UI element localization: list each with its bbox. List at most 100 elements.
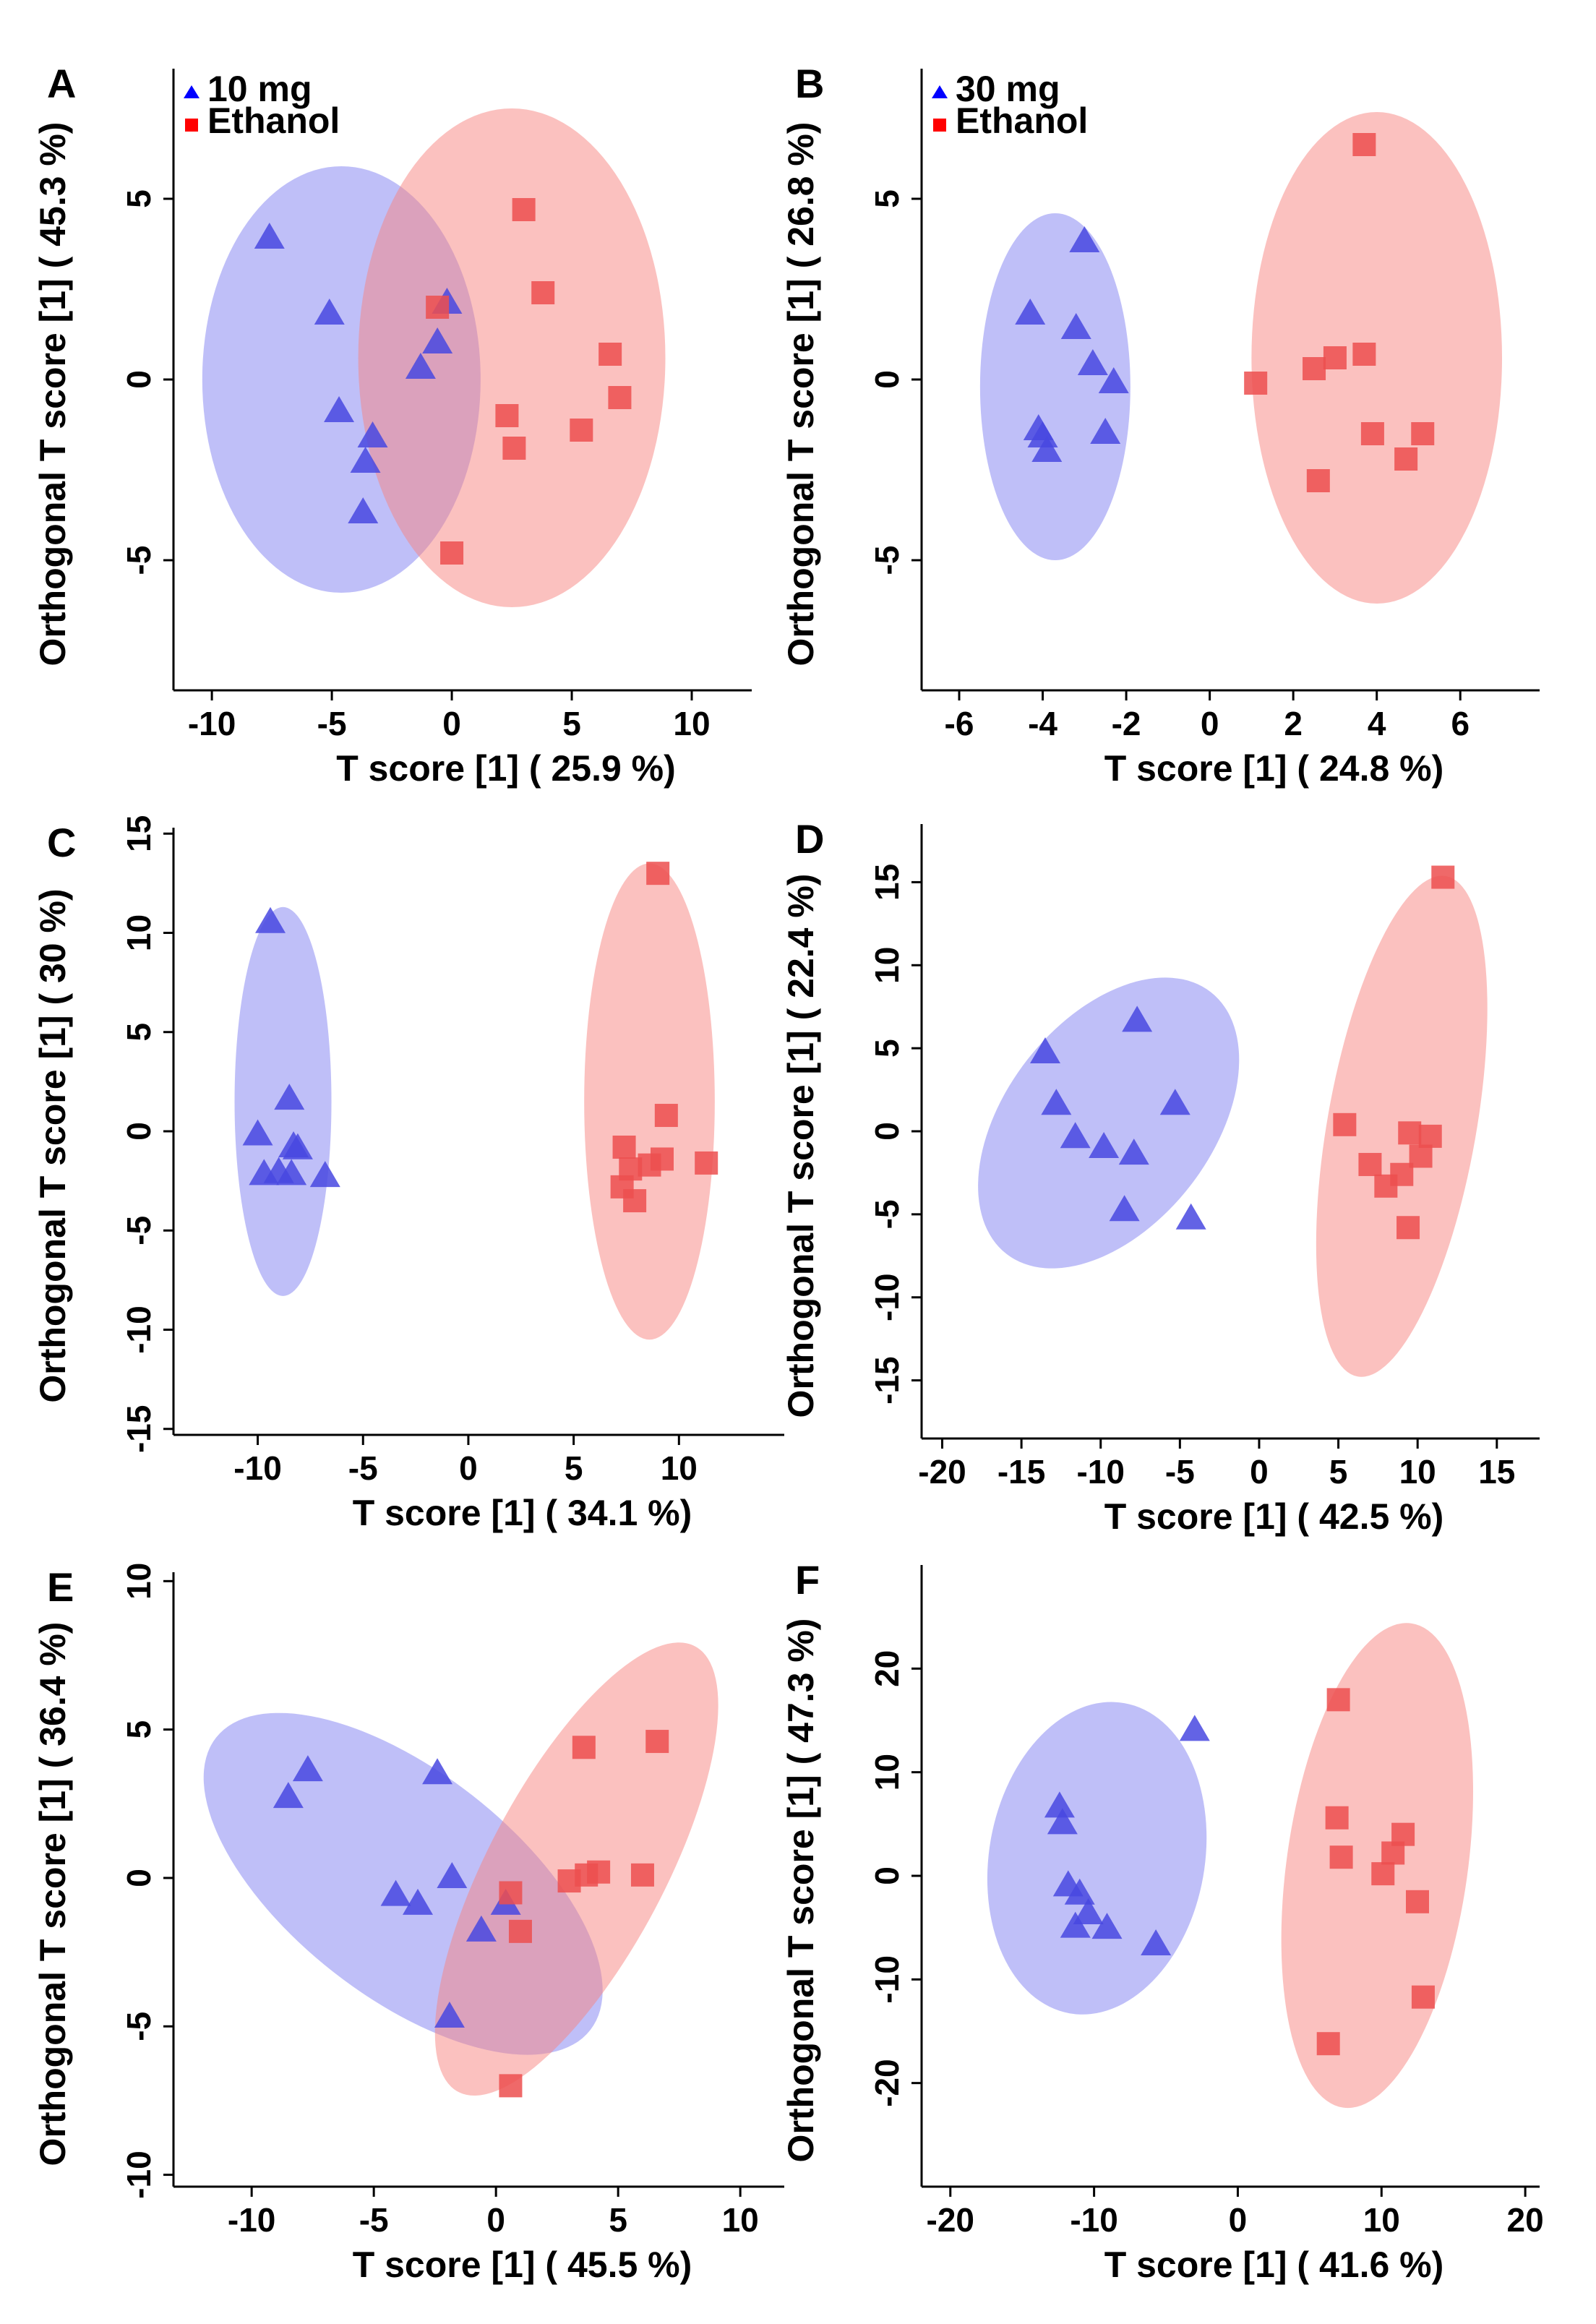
panel-letter: C: [47, 820, 76, 865]
data-point-triangle: [350, 447, 381, 473]
data-point-triangle: [1031, 436, 1063, 462]
data-point-triangle: [314, 299, 345, 325]
y-tick-label: -15: [868, 1356, 906, 1404]
y-axis-title: Orthogonal T score [1] ( 26.8 %): [781, 122, 821, 666]
panel-letter: A: [47, 61, 76, 106]
x-axis-title: T score [1] ( 41.6 %): [1104, 2244, 1444, 2285]
data-point-square: [654, 1104, 678, 1128]
x-tick-label: 6: [1451, 705, 1470, 742]
confidence-ellipse-blue: [979, 213, 1130, 560]
data-point-square: [502, 437, 526, 460]
y-tick-label: 10: [868, 1754, 906, 1791]
data-point-triangle: [1060, 1911, 1091, 1938]
y-tick-label: -10: [868, 1273, 906, 1321]
data-point-square: [1411, 422, 1435, 445]
data-point-square: [508, 1919, 532, 1943]
data-point-triangle: [1041, 1089, 1072, 1115]
x-axis-title: T score [1] ( 34.1 %): [353, 1493, 692, 1533]
data-point-triangle: [254, 223, 285, 249]
data-point-triangle: [1122, 1006, 1153, 1032]
data-point-square: [531, 281, 555, 304]
legend-label: 30 mg: [956, 69, 1060, 109]
x-tick-label: 10: [673, 705, 710, 742]
x-tick-label: 5: [565, 1449, 583, 1487]
x-tick-label: -15: [998, 1453, 1045, 1491]
data-point-square: [1303, 357, 1326, 380]
y-tick-label: -15: [120, 1405, 158, 1453]
data-point-square: [1352, 343, 1376, 366]
data-point-square: [1358, 1152, 1382, 1176]
data-point-triangle: [1060, 313, 1091, 339]
y-tick-label: -10: [868, 1955, 906, 2003]
y-tick-label: -20: [868, 2059, 906, 2106]
x-tick-label: -5: [1165, 1453, 1195, 1491]
x-tick-label: 0: [1229, 2201, 1248, 2239]
panel-b: -6 -4 -2 0 2 4 6 -5 0 5 T score [1] ( 24.8 %) Ortho…: [781, 61, 1540, 789]
x-tick-label: -20: [927, 2201, 974, 2239]
legend-marker-square: [933, 119, 946, 132]
data-point-square: [495, 404, 519, 427]
data-point-square: [1431, 865, 1455, 889]
legend-label: Ethanol: [207, 100, 340, 141]
data-point-square: [1394, 447, 1418, 471]
confidence-ellipse-red: [1251, 112, 1503, 604]
x-tick-label: -10: [1070, 2201, 1117, 2239]
data-point-square: [1325, 1806, 1349, 1830]
x-tick-label: 15: [1478, 1453, 1515, 1491]
data-point-square: [1381, 1841, 1405, 1865]
data-point-triangle: [1118, 1139, 1149, 1165]
data-point-triangle: [403, 1888, 433, 1915]
x-tick-label: 0: [486, 2201, 505, 2239]
data-point-square: [1374, 1174, 1398, 1198]
x-axis-title: T score [1] ( 42.5 %): [1104, 1496, 1444, 1537]
data-point-square: [1405, 1890, 1429, 1913]
data-point-triangle: [437, 1861, 468, 1888]
data-point-triangle: [422, 1758, 453, 1785]
data-point-square: [1326, 1688, 1350, 1712]
x-tick-label: 5: [562, 705, 581, 742]
x-tick-label: 4: [1368, 705, 1386, 742]
y-axis-title: Orthogonal T score [1] ( 30 %): [33, 888, 73, 1402]
y-tick-label: 15: [120, 815, 158, 852]
data-point-triangle: [1175, 1203, 1206, 1230]
y-tick-label: 10: [120, 914, 158, 951]
x-tick-label: 0: [459, 1449, 478, 1487]
panel-letter: D: [795, 816, 824, 862]
data-point-square: [695, 1151, 718, 1175]
y-tick-label: 10: [120, 1563, 158, 1600]
data-point-square: [587, 1860, 611, 1884]
data-point-triangle: [1069, 226, 1100, 252]
data-point-square: [1396, 1216, 1420, 1240]
data-point-triangle: [1179, 1715, 1210, 1741]
data-point-triangle: [1159, 1089, 1190, 1115]
y-tick-label: 5: [120, 1720, 158, 1739]
y-tick-label: 0: [868, 1866, 906, 1885]
data-point-square: [499, 1881, 523, 1905]
data-point-triangle: [348, 497, 379, 523]
data-point-square: [512, 198, 536, 221]
data-point-triangle: [1091, 1913, 1123, 1939]
x-tick-label: 10: [1363, 2201, 1400, 2239]
confidence-ellipse-blue: [978, 977, 1240, 1269]
data-point-square: [1360, 422, 1384, 445]
data-point-triangle: [324, 396, 355, 422]
y-tick-label: -10: [120, 2151, 158, 2198]
x-axis-title: T score [1] ( 25.9 %): [336, 748, 676, 789]
data-point-square: [1316, 2032, 1340, 2056]
data-point-triangle: [466, 1915, 497, 1942]
x-tick-label: -10: [228, 2201, 275, 2239]
data-point-triangle: [292, 1755, 323, 1782]
data-point-square: [499, 2074, 523, 2098]
data-point-triangle: [1060, 1122, 1091, 1149]
x-tick-label: 0: [1250, 1453, 1269, 1491]
x-tick-label: -2: [1112, 705, 1141, 742]
data-point-square: [646, 862, 670, 886]
x-axis-title: T score [1] ( 45.5 %): [353, 2244, 692, 2285]
x-tick-label: 10: [661, 1449, 698, 1487]
data-point-square: [1329, 1845, 1353, 1869]
y-tick-label: 0: [868, 1122, 906, 1141]
data-point-square: [598, 343, 622, 366]
data-point-triangle: [276, 1159, 307, 1185]
y-axis-title: Orthogonal T score [1] ( 22.4 %): [781, 874, 821, 1418]
